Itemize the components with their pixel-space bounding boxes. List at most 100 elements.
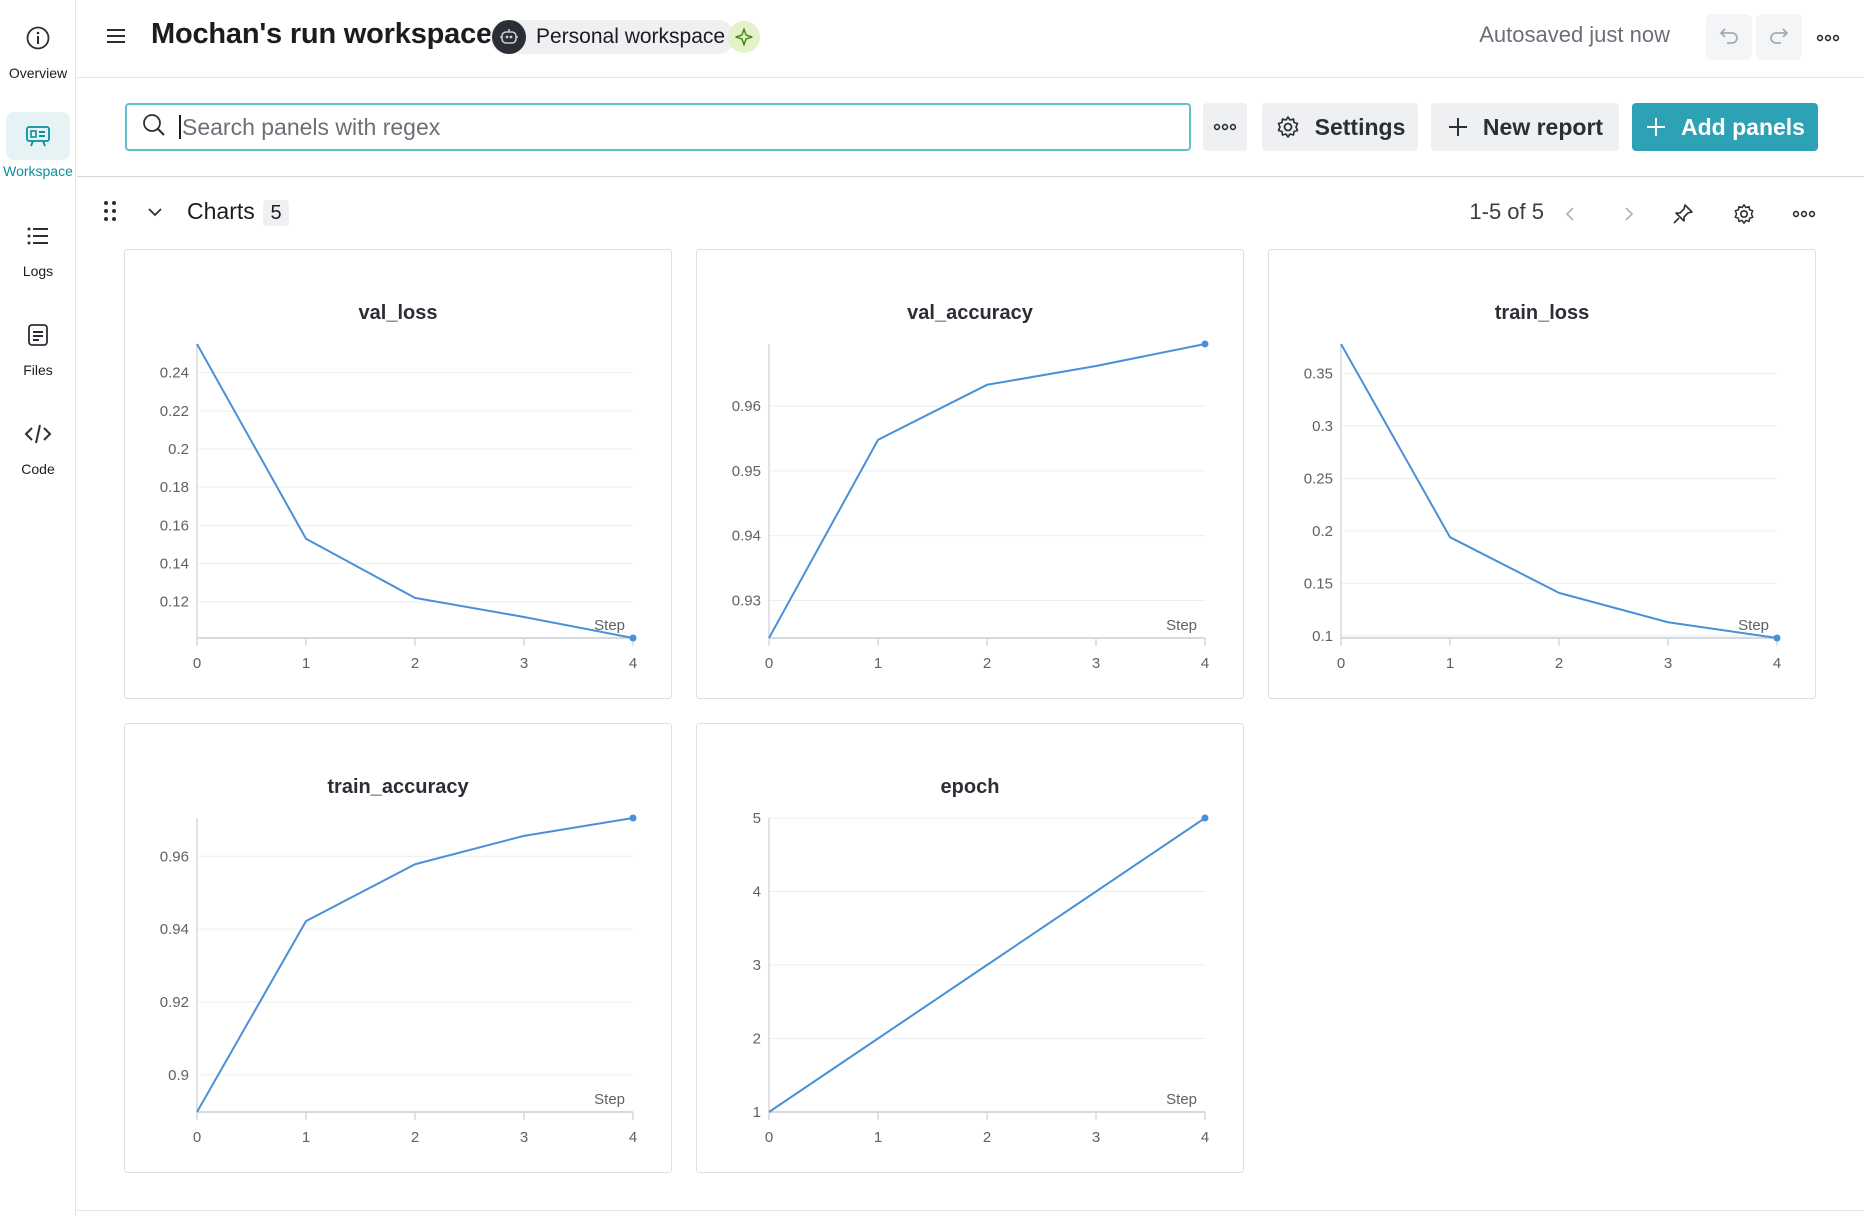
x-tick-label: 2 — [983, 1129, 991, 1146]
gear-icon — [1275, 114, 1301, 140]
gear-icon[interactable] — [1730, 200, 1758, 228]
x-axis-label: Step — [1166, 1091, 1197, 1108]
y-tick-label: 0.25 — [1304, 470, 1333, 487]
y-tick-label: 0.94 — [732, 528, 761, 545]
nav-item-label: Workspace — [3, 163, 73, 179]
chart-title: train_accuracy — [327, 776, 469, 798]
nav-item-code[interactable]: Code — [0, 410, 76, 490]
chevron-right-icon[interactable] — [1614, 200, 1642, 228]
more-options-icon[interactable] — [1812, 22, 1844, 54]
last-point-marker — [629, 634, 637, 642]
y-tick-label: 0.18 — [160, 479, 189, 496]
settings-button[interactable]: Settings — [1262, 103, 1418, 151]
y-tick-label: 5 — [753, 810, 761, 827]
add-panels-button[interactable]: Add panels — [1632, 103, 1818, 151]
code-icon — [6, 410, 70, 458]
x-tick-label: 3 — [1092, 1129, 1100, 1146]
more-options-icon[interactable] — [1790, 200, 1818, 228]
search-placeholder: Search panels with regex — [182, 113, 441, 140]
more-search-options-button[interactable] — [1203, 103, 1247, 151]
nav-item-files[interactable]: Files — [0, 311, 76, 391]
bottom-divider — [77, 1210, 1864, 1211]
chevron-down-icon[interactable] — [145, 202, 165, 227]
chevron-left-icon[interactable] — [1557, 200, 1585, 228]
x-tick-label: 3 — [520, 1129, 528, 1146]
top-bar: Mochan's run workspace Personal workspac… — [77, 0, 1864, 78]
last-point-marker — [1773, 634, 1781, 642]
nav-item-workspace[interactable]: Workspace — [0, 112, 76, 192]
page-title: Mochan's run workspace — [151, 18, 492, 50]
settings-label: Settings — [1314, 113, 1406, 140]
x-tick-label: 2 — [1555, 655, 1563, 672]
x-tick-label: 4 — [629, 655, 637, 672]
chart-title: epoch — [940, 776, 1000, 798]
y-tick-label: 4 — [753, 884, 761, 901]
y-tick-label: 0.24 — [160, 365, 189, 382]
undo-button[interactable] — [1706, 14, 1752, 60]
nav-item-logs[interactable]: Logs — [0, 212, 76, 292]
chart-panel[interactable]: val_loss 0.12 0.14 0.16 0.18 0.2 0.22 0.24 0 1 2 3… — [124, 249, 672, 699]
x-tick-label: 1 — [302, 1129, 310, 1146]
y-tick-label: 0.3 — [1312, 418, 1333, 435]
x-tick-label: 3 — [1664, 655, 1672, 672]
x-tick-label: 0 — [193, 1129, 201, 1146]
nav-item-label: Logs — [22, 263, 54, 279]
charts-section-header: Charts 5 1-5 of 5 — [77, 178, 1864, 248]
x-tick-label: 3 — [1092, 655, 1100, 672]
robot-avatar-icon — [492, 20, 526, 54]
section-title[interactable]: Charts — [187, 198, 255, 224]
file-icon — [6, 311, 70, 359]
redo-button[interactable] — [1756, 14, 1802, 60]
pin-icon[interactable] — [1669, 200, 1697, 228]
workspace-chip[interactable]: Personal workspace — [490, 20, 736, 54]
workspace-icon — [6, 112, 70, 160]
nav-item-label: Files — [23, 362, 53, 378]
chart-panel[interactable]: train_accuracy 0.9 0.92 0.94 0.96 0 1 2 3 4 Step — [124, 723, 672, 1173]
x-tick-label: 0 — [193, 655, 201, 672]
line-chart: 0.9 0.92 0.94 0.96 0 1 2 3 4 Step — [160, 814, 637, 1146]
sparkle-icon[interactable] — [728, 21, 760, 53]
x-tick-label: 0 — [1337, 655, 1345, 672]
y-tick-label: 3 — [753, 957, 761, 974]
section-count-badge: 5 — [263, 200, 289, 226]
panel-toolbar: Search panels with regex Settings New re… — [77, 79, 1864, 177]
chart-panel[interactable]: val_accuracy 0.93 0.94 0.95 0.96 0 1 2 3 4 Step — [696, 249, 1244, 699]
x-tick-label: 0 — [765, 1129, 773, 1146]
chart-panel[interactable]: epoch 1 2 3 4 5 0 1 2 3 4 Step — [696, 723, 1244, 1173]
drag-handle-icon[interactable] — [103, 200, 117, 227]
y-tick-label: 0.12 — [160, 594, 189, 611]
new-report-label: New report — [1482, 113, 1604, 140]
menu-icon[interactable] — [104, 24, 128, 48]
y-tick-label: 0.95 — [732, 463, 761, 480]
new-report-button[interactable]: New report — [1431, 103, 1619, 151]
autosave-status: Autosaved just now — [1479, 22, 1670, 47]
y-tick-label: 0.14 — [160, 556, 189, 573]
undo-icon — [1718, 24, 1740, 51]
line-chart: 0.1 0.15 0.2 0.25 0.3 0.35 0 1 2 3 4 Step — [1304, 343, 1781, 672]
series-line — [768, 817, 1206, 1113]
y-tick-label: 0.96 — [732, 398, 761, 415]
x-axis-label: Step — [1738, 617, 1769, 634]
chart-title: val_loss — [358, 302, 438, 324]
y-tick-label: 0.96 — [160, 848, 189, 865]
chart-panel[interactable]: train_loss 0.1 0.15 0.2 0.25 0.3 0.35 0 1 2 3 4 Ste… — [1268, 249, 1816, 699]
x-tick-label: 1 — [1446, 655, 1454, 672]
x-axis-label: Step — [594, 617, 625, 634]
x-tick-label: 1 — [874, 655, 882, 672]
pagination-status: 1-5 of 5 — [1469, 199, 1544, 224]
search-input[interactable]: Search panels with regex — [125, 103, 1191, 151]
add-panels-label: Add panels — [1681, 113, 1805, 140]
y-tick-label: 0.92 — [160, 994, 189, 1011]
x-tick-label: 4 — [1201, 1129, 1209, 1146]
line-chart: 0.93 0.94 0.95 0.96 0 1 2 3 4 Step — [732, 340, 1209, 672]
series-line — [1340, 343, 1778, 639]
x-tick-label: 2 — [411, 655, 419, 672]
y-tick-label: 0.35 — [1304, 365, 1333, 382]
series-line — [196, 343, 634, 639]
nav-item-label: Overview — [8, 65, 68, 81]
y-tick-label: 0.1 — [1312, 628, 1333, 645]
x-axis-label: Step — [1166, 617, 1197, 634]
workspace-chip-label: Personal workspace — [536, 25, 726, 48]
nav-item-overview[interactable]: Overview — [0, 14, 76, 94]
